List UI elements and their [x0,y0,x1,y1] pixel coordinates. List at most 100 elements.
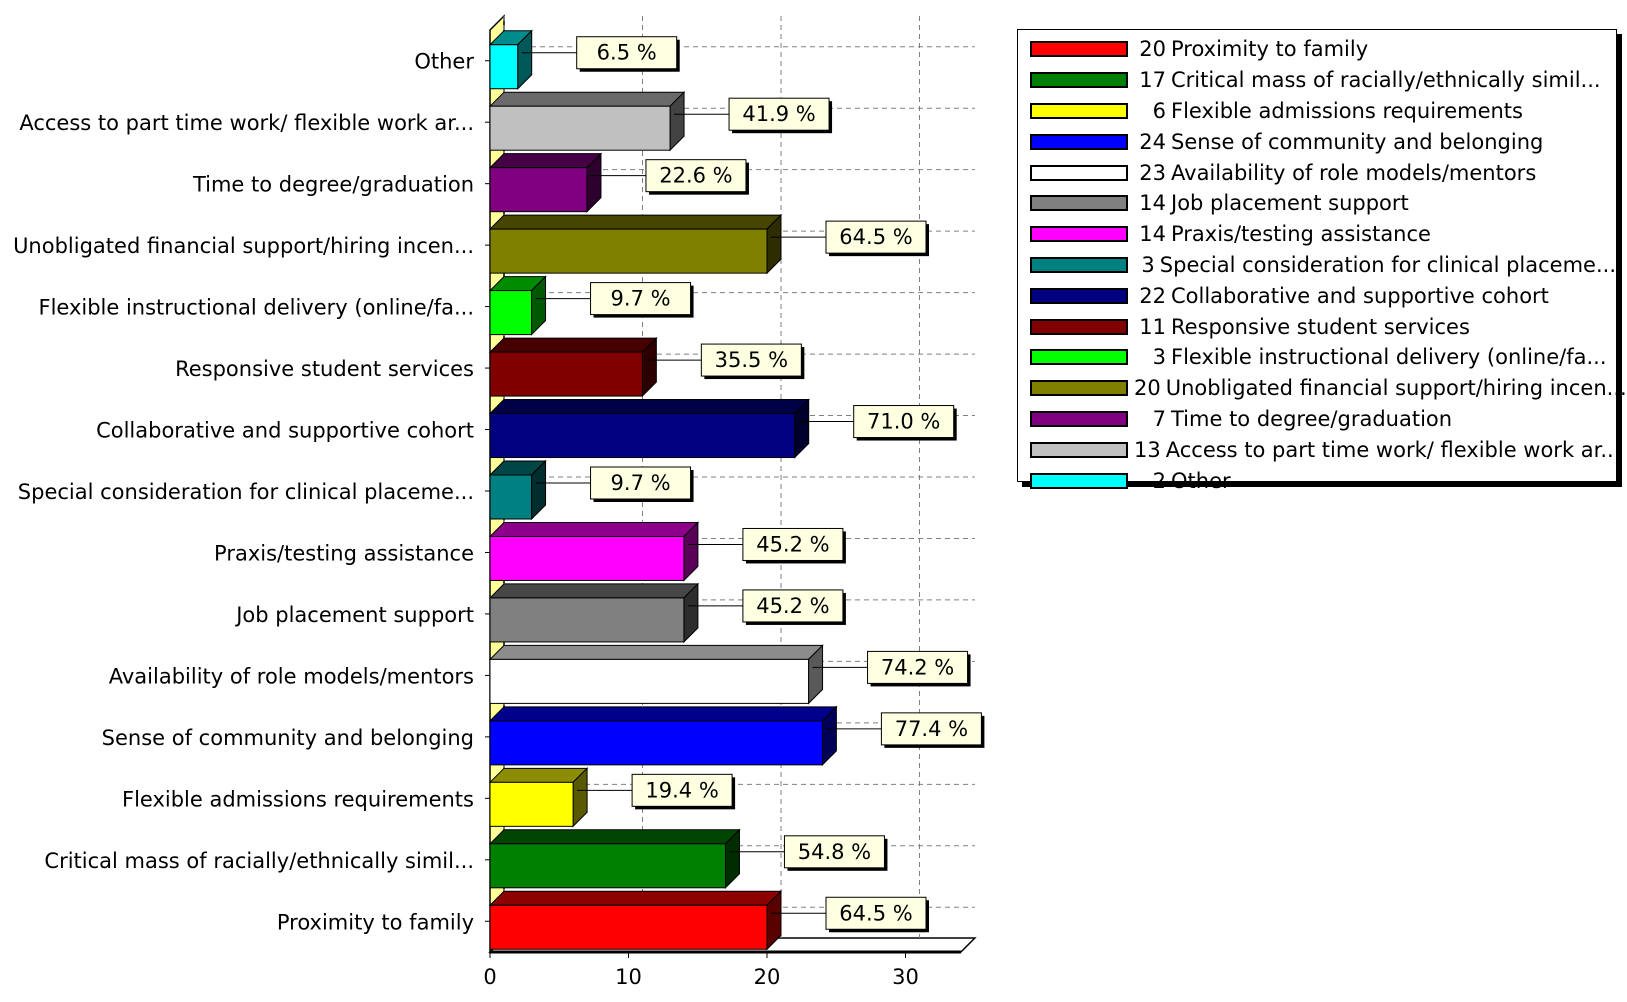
bar-top [488,583,700,599]
x-tick-label: 0 [483,965,496,989]
bar [488,644,824,705]
legend-swatch [1030,41,1128,58]
category-label: Availability of role models/mentors [109,664,474,688]
legend-label: Other [1171,468,1231,493]
category-label: Collaborative and supportive cohort [96,419,474,443]
bar-top [488,521,700,537]
percent-label-box [825,896,927,930]
bar [488,890,783,951]
bar [488,152,603,213]
category-label: Flexible admissions requirements [122,787,474,811]
category-label: Other [414,50,474,74]
legend-swatch [1030,72,1128,89]
legend-label: Time to degree/graduation [1171,406,1453,431]
percent-labels: 64.5 % 54.8 % 19.4 % 77.4 % 74.2 % 45.2 % 45.2… [521,36,985,933]
legend-item: 3 Special consideration for clinical plac… [1030,250,1616,281]
percent-label: 9.7 % [611,471,671,495]
percent-label: 71.0 % [867,410,940,434]
legend-swatch [1030,287,1128,304]
bar [488,398,810,459]
percent-label: 41.9 % [742,102,815,126]
legend-item: 14 Praxis/testing assistance [1030,219,1616,250]
legend-count: 24 [1139,129,1166,154]
legend-item: 7 Time to degree/graduation [1030,404,1616,435]
bar-front [489,413,796,459]
bar-top [488,153,603,169]
legend-count: 20 [1134,376,1161,401]
percent-label-box [590,466,692,500]
bar [488,705,838,767]
legend-item: 23 Availability of role models/mentors [1030,157,1616,188]
category-label: Job placement support [234,603,474,627]
bar [488,459,547,521]
percent-label-box [645,159,747,193]
legend-swatch [1030,164,1128,181]
bar-front [489,597,685,643]
legend: 20 Proximity to family 17 Critical mass of … [1017,29,1627,493]
legend-swatch [1030,380,1128,397]
bar-front [489,228,768,274]
x-tick-label: 30 [892,965,919,989]
bar [488,767,589,828]
bar-front [489,535,685,581]
percent-label-box [825,220,927,254]
legend-label: Availability of role models/mentors [1171,160,1537,185]
legend-count: 23 [1139,160,1166,185]
legend-swatch [1030,226,1128,243]
bar-front [489,44,519,90]
percent-label: 77.4 % [895,717,968,741]
legend-label: Access to part time work/ flexible work … [1165,437,1621,462]
bar-top [488,644,824,660]
legend-item: 2 Other [1030,465,1616,496]
category-label: Responsive student services [175,357,474,381]
legend-swatch [1030,349,1128,366]
percent-label: 64.5 % [839,225,912,249]
legend-swatch [1030,410,1128,427]
x-tick-label: 20 [754,965,781,989]
percent-label: 74.2 % [881,655,954,679]
percent-label-box [590,282,692,316]
bar-top [488,91,686,107]
bar-top [488,890,783,906]
legend-label: Sense of community and belonging [1171,129,1544,154]
percent-label: 35.5 % [715,348,788,372]
legend-count: 13 [1134,437,1161,462]
legend-count: 2 [1152,468,1166,493]
legend-count: 3 [1152,345,1166,370]
percent-label: 19.4 % [645,778,718,802]
category-labels: Proximity to family Critical mass of raci… [13,50,490,934]
legend-item: 13 Access to part time work/ flexible wor… [1030,434,1620,465]
legend-count: 22 [1139,283,1166,308]
legend-label: Flexible admissions requirements [1171,98,1523,123]
bar [488,828,741,890]
bar-top [488,399,810,415]
percent-label-box [880,712,982,746]
legend-item: 24 Sense of community and belonging [1030,126,1616,157]
percent-label-box [631,773,733,807]
bar-front [489,167,588,213]
legend-label: Praxis/testing assistance [1171,222,1431,247]
legend-swatch [1030,441,1128,458]
bar [488,29,533,90]
bar [488,521,700,582]
legend-label: Critical mass of racially/ethnically sim… [1171,68,1601,93]
bar-top [488,337,658,353]
bar-front [489,474,533,520]
legend-label: Job placement support [1171,191,1409,216]
category-label: Time to degree/graduation [192,173,474,197]
bar-top [488,767,589,783]
bar [488,582,700,644]
legend-swatch [1030,102,1128,119]
percent-label-box [783,835,885,869]
legend-swatch [1030,472,1128,489]
legend-item: 22 Collaborative and supportive cohort [1030,280,1616,311]
legend-swatch [1030,133,1128,150]
category-label: Sense of community and belonging [102,726,474,750]
percent-label-box [576,36,678,70]
percent-label: 54.8 % [798,840,871,864]
legend-item: 14 Job placement support [1030,188,1616,219]
percent-label-box [742,527,844,561]
percent-label-box [728,97,830,131]
legend-swatch [1030,318,1128,335]
category-label: Special consideration for clinical place… [18,480,474,504]
